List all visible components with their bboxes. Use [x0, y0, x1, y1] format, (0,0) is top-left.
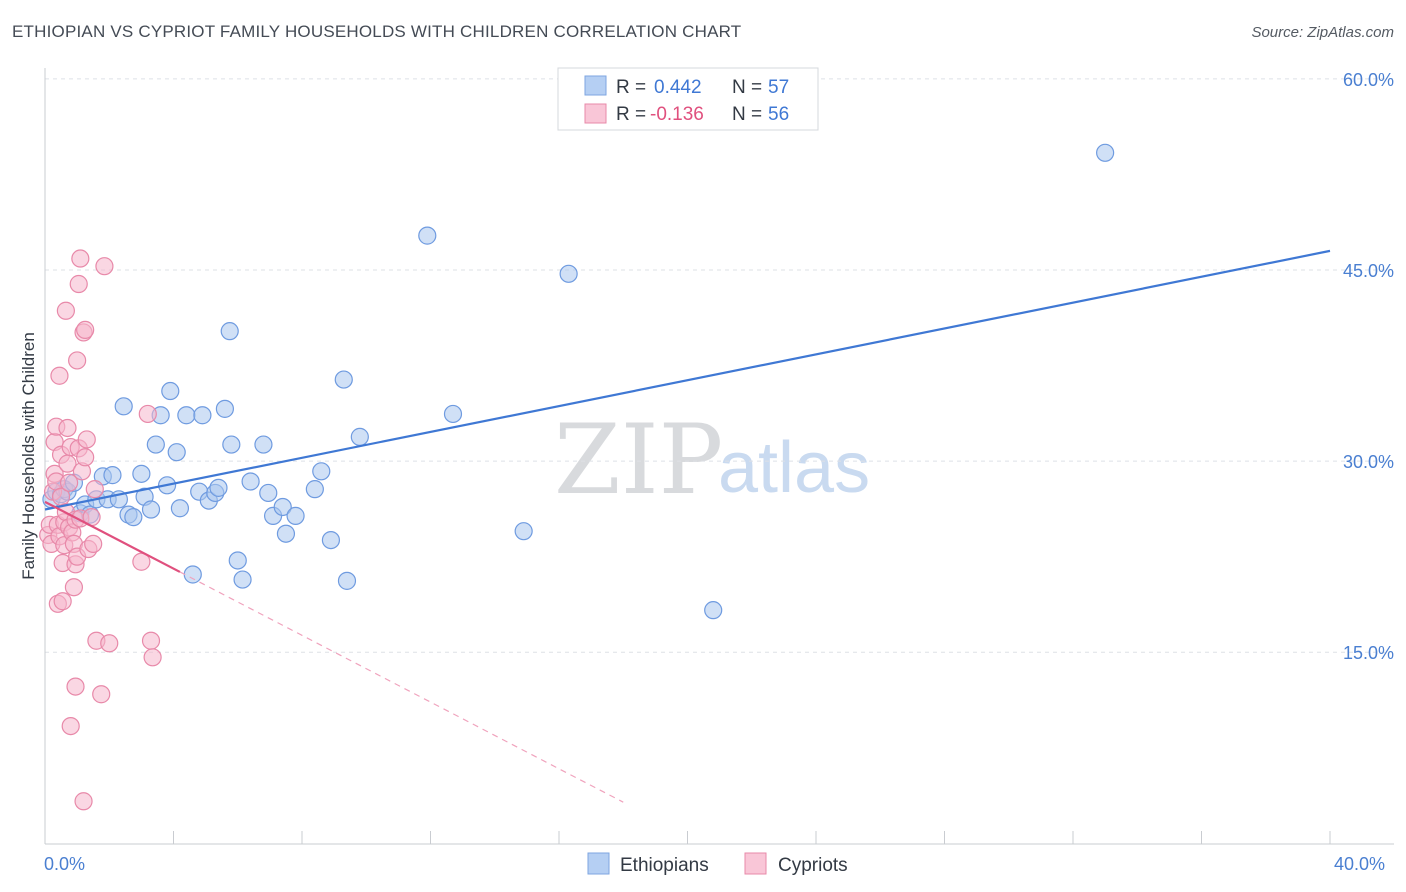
- cypriot-point: [66, 677, 85, 696]
- x-tick-label-min: 0.0%: [44, 854, 85, 874]
- ethiopian-point: [141, 500, 161, 519]
- legend-n-value-cypriots: 56: [768, 104, 789, 125]
- cypriot-point: [100, 634, 119, 653]
- cypriot-point: [53, 592, 72, 611]
- ethiopian-point: [209, 478, 228, 497]
- correlation-legend: R = 0.442 N = 57 R = -0.136 N = 56: [557, 67, 819, 131]
- ethiopian-point: [704, 601, 723, 620]
- ethiopian-point: [305, 480, 324, 499]
- cypriot-point: [58, 418, 77, 438]
- legend-r-value-cypriots: -0.136: [650, 104, 704, 125]
- legend-swatch-ethiopians: [584, 75, 607, 96]
- ethiopian-point: [514, 522, 533, 541]
- series-legend-label-ethiopians: Ethiopians: [620, 855, 709, 876]
- ethiopian-point: [350, 427, 369, 446]
- ethiopian-point: [103, 466, 122, 485]
- ethiopian-point: [312, 462, 331, 481]
- x-tick-marks: [173, 831, 1331, 844]
- ethiopian-point: [132, 464, 151, 483]
- cypriot-point: [84, 534, 103, 554]
- legend-r-label-cypriots: R =: [616, 104, 646, 125]
- trend-line-ethiopians: [44, 249, 1331, 511]
- ethiopian-point: [276, 524, 296, 543]
- legend-swatch-cypriots: [584, 103, 607, 124]
- trend-lines: [44, 249, 1331, 803]
- ethiopian-point: [259, 483, 278, 503]
- ethiopian-point: [337, 571, 357, 590]
- ethiopian-point: [215, 399, 234, 418]
- ethiopian-point: [170, 499, 190, 518]
- trend-line-cypriots: [44, 500, 181, 573]
- cypriot-point: [76, 448, 95, 467]
- watermark: ZIP atlas: [554, 404, 870, 516]
- ethiopian-point: [559, 264, 578, 283]
- cypriot-point: [71, 249, 90, 268]
- cypriot-point: [74, 792, 93, 811]
- cypriot-point: [69, 274, 88, 294]
- cypriot-point: [64, 578, 84, 597]
- cypriot-point: [85, 480, 104, 499]
- series-legend-swatch-cypriots: [744, 852, 767, 875]
- watermark-zip: ZIP: [554, 404, 723, 516]
- ethiopian-point: [124, 508, 143, 527]
- ethiopian-point: [321, 530, 341, 550]
- ethiopian-point: [183, 565, 202, 584]
- ethiopian-point: [1096, 143, 1115, 162]
- series-cypriots-points: [39, 249, 162, 811]
- series-legend-label-cypriots: Cypriots: [778, 855, 848, 876]
- watermark-atlas: atlas: [718, 428, 870, 508]
- ethiopian-point: [443, 404, 463, 424]
- y-tick-labels: 15.0% 30.0% 45.0% 60.0%: [1343, 70, 1394, 663]
- y-tick-label: 60.0%: [1343, 70, 1394, 90]
- cypriot-point: [61, 716, 80, 736]
- series-legend-swatch-ethiopians: [587, 852, 610, 875]
- ethiopian-point: [146, 435, 165, 454]
- ethiopian-point: [334, 370, 353, 389]
- x-tick-label-max: 40.0%: [1334, 854, 1385, 874]
- cypriot-point: [141, 631, 161, 650]
- series-ethiopians-points: [42, 143, 1115, 620]
- legend-r-label-ethiopians: R =: [616, 77, 646, 98]
- legend-n-label-cypriots: N =: [732, 104, 762, 125]
- cypriot-point: [50, 366, 69, 385]
- series-legend: Ethiopians Cypriots: [587, 852, 848, 876]
- y-tick-label: 45.0%: [1343, 261, 1394, 281]
- ethiopian-point: [254, 435, 273, 454]
- cypriot-point: [76, 320, 95, 339]
- ethiopian-point: [193, 406, 212, 425]
- legend-n-label-ethiopians: N =: [732, 77, 762, 98]
- ethiopian-point: [228, 551, 247, 570]
- ethiopian-point: [418, 226, 437, 245]
- cypriot-point: [68, 351, 87, 370]
- ethiopian-point: [233, 570, 252, 589]
- cypriot-point: [95, 257, 114, 276]
- cypriot-point: [132, 552, 151, 571]
- legend-n-value-ethiopians: 57: [768, 77, 789, 98]
- chart-source: Source: ZipAtlas.com: [1251, 24, 1394, 41]
- ethiopian-point: [167, 443, 186, 462]
- cypriot-point: [56, 301, 75, 320]
- cypriot-point: [59, 473, 79, 492]
- ethiopian-point: [114, 397, 133, 416]
- cypriot-point: [77, 430, 96, 449]
- legend-r-value-ethiopians: 0.442: [654, 77, 702, 98]
- trend-line-cypriots-extension: [179, 571, 624, 803]
- ethiopian-point: [273, 497, 292, 517]
- ethiopian-point: [177, 406, 196, 425]
- y-tick-label: 15.0%: [1343, 643, 1394, 663]
- y-axis-label: Family Households with Children: [19, 332, 38, 580]
- ethiopian-point: [241, 472, 260, 491]
- cypriot-point: [92, 685, 111, 704]
- y-tick-label: 30.0%: [1343, 452, 1394, 472]
- cypriot-point: [138, 404, 157, 424]
- ethiopian-point: [286, 506, 305, 525]
- chart-title: ETHIOPIAN VS CYPRIOT FAMILY HOUSEHOLDS W…: [12, 22, 742, 41]
- ethiopian-point: [222, 435, 241, 454]
- ethiopian-point: [161, 381, 180, 401]
- cypriot-point: [143, 648, 162, 667]
- gridlines: [45, 78, 1394, 653]
- ethiopian-point: [220, 322, 239, 341]
